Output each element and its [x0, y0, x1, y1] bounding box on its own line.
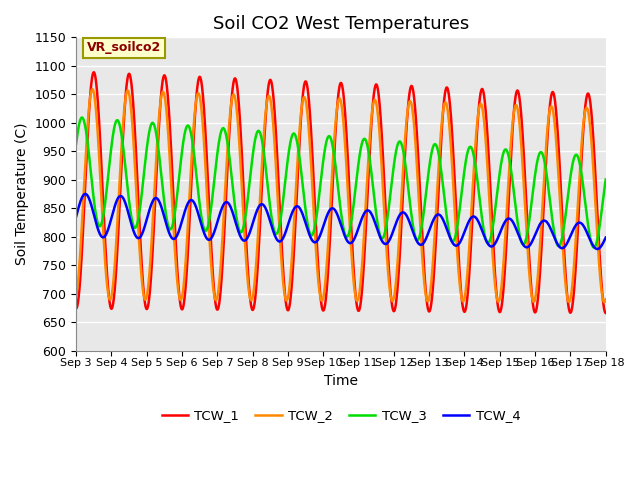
- Legend: TCW_1, TCW_2, TCW_3, TCW_4: TCW_1, TCW_2, TCW_3, TCW_4: [156, 404, 525, 428]
- TCW_1: [602, 310, 609, 316]
- TCW_2: [434, 176, 442, 181]
- TCW_2: [289, 246, 296, 252]
- Text: VR_soilco2: VR_soilco2: [87, 41, 161, 54]
- TCW_2: [271, 140, 278, 146]
- TCW_2: [72, 293, 80, 299]
- TCW_4: [289, 209, 296, 215]
- TCW_3: [590, 245, 598, 251]
- Line: TCW_1: TCW_1: [76, 72, 605, 313]
- TCW_3: [434, 148, 442, 154]
- TCW_4: [602, 235, 609, 240]
- TCW_4: [81, 191, 89, 197]
- TCW_1: [291, 226, 299, 231]
- Y-axis label: Soil Temperature (C): Soil Temperature (C): [15, 123, 29, 265]
- TCW_2: [600, 300, 608, 305]
- TCW_4: [103, 230, 111, 236]
- TCW_2: [291, 200, 299, 206]
- TCW_1: [103, 267, 111, 273]
- TCW_4: [271, 232, 278, 238]
- TCW_4: [186, 198, 193, 204]
- TCW_3: [291, 132, 299, 138]
- Title: Soil CO2 West Temperatures: Soil CO2 West Temperatures: [212, 15, 469, 33]
- TCW_3: [78, 115, 86, 120]
- TCW_1: [271, 108, 278, 114]
- TCW_2: [602, 296, 609, 302]
- TCW_1: [289, 272, 296, 278]
- TCW_3: [186, 125, 193, 131]
- TCW_3: [72, 141, 80, 147]
- TCW_1: [90, 70, 98, 75]
- TCW_3: [103, 186, 111, 192]
- TCW_3: [602, 177, 609, 182]
- TCW_3: [289, 132, 296, 138]
- TCW_2: [103, 279, 111, 285]
- Line: TCW_4: TCW_4: [76, 194, 605, 249]
- TCW_1: [72, 306, 80, 312]
- TCW_1: [434, 198, 442, 204]
- TCW_4: [72, 214, 80, 219]
- Line: TCW_3: TCW_3: [76, 118, 605, 248]
- TCW_3: [271, 229, 278, 235]
- X-axis label: Time: Time: [324, 374, 358, 388]
- TCW_4: [434, 212, 442, 217]
- TCW_2: [88, 86, 96, 92]
- TCW_2: [186, 193, 193, 199]
- TCW_4: [291, 204, 299, 210]
- Line: TCW_2: TCW_2: [76, 89, 605, 302]
- TCW_4: [594, 246, 602, 252]
- TCW_1: [186, 219, 193, 225]
